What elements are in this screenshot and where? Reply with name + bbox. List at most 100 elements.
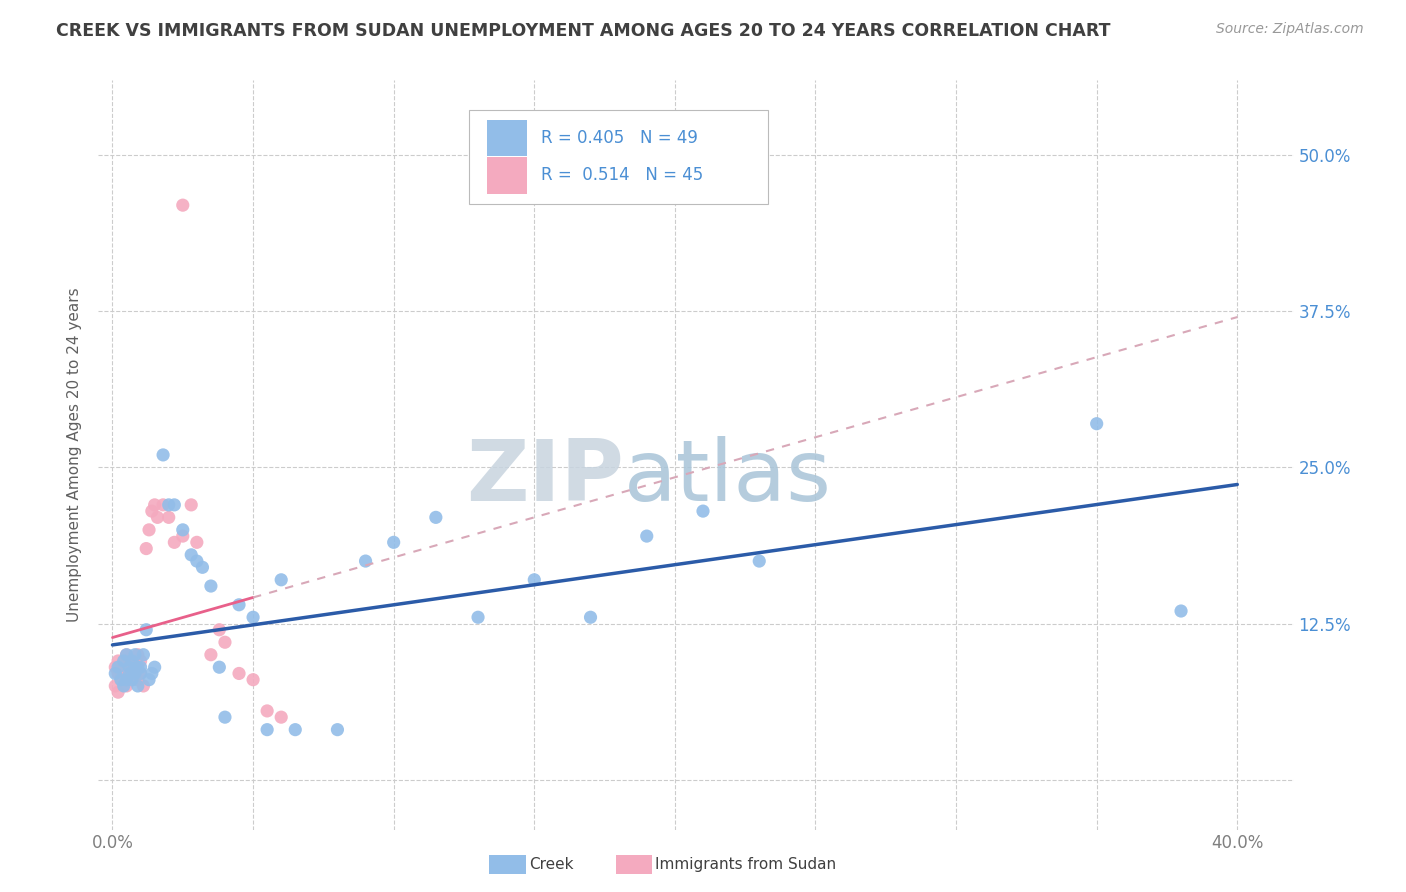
Text: R = 0.405   N = 49: R = 0.405 N = 49: [541, 129, 697, 147]
Text: atlas: atlas: [624, 436, 832, 519]
Point: [579, 610, 602, 624]
Text: Source: ZipAtlas.com: Source: ZipAtlas.com: [1216, 22, 1364, 37]
Point: [112, 654, 135, 668]
Point: [110, 660, 132, 674]
Point: [180, 548, 202, 562]
Point: [124, 654, 146, 668]
Point: [110, 673, 132, 687]
Point: [138, 523, 160, 537]
Point: [118, 660, 141, 674]
Point: [107, 654, 129, 668]
Text: ZIP: ZIP: [467, 436, 624, 519]
Point: [172, 529, 194, 543]
Point: [121, 660, 143, 674]
Point: [104, 660, 127, 674]
Point: [214, 635, 236, 649]
Point: [115, 673, 138, 687]
Point: [748, 554, 770, 568]
Point: [121, 673, 143, 687]
Point: [129, 666, 152, 681]
Point: [180, 498, 202, 512]
Point: [124, 666, 146, 681]
Point: [143, 498, 166, 512]
Point: [191, 560, 214, 574]
Point: [214, 710, 236, 724]
Point: [200, 648, 222, 662]
Point: [132, 679, 155, 693]
Point: [110, 673, 132, 687]
Point: [228, 598, 250, 612]
Point: [256, 704, 278, 718]
Point: [112, 679, 135, 693]
Point: [382, 535, 405, 549]
Point: [124, 648, 146, 662]
Point: [186, 554, 208, 568]
Point: [115, 648, 138, 662]
Point: [135, 623, 157, 637]
Point: [200, 579, 222, 593]
Point: [425, 510, 447, 524]
Point: [270, 710, 292, 724]
Point: [127, 679, 149, 693]
Point: [242, 610, 264, 624]
Text: Immigrants from Sudan: Immigrants from Sudan: [655, 857, 837, 871]
Point: [143, 660, 166, 674]
Point: [129, 654, 152, 668]
Point: [138, 673, 160, 687]
Point: [118, 654, 141, 668]
Point: [152, 448, 174, 462]
FancyBboxPatch shape: [486, 157, 527, 194]
Point: [1170, 604, 1192, 618]
Point: [118, 666, 141, 681]
Point: [104, 679, 127, 693]
Point: [118, 666, 141, 681]
Point: [172, 523, 194, 537]
Point: [270, 573, 292, 587]
Point: [135, 541, 157, 556]
Point: [1085, 417, 1108, 431]
FancyBboxPatch shape: [486, 120, 527, 156]
Point: [115, 679, 138, 693]
Point: [208, 660, 231, 674]
Point: [107, 685, 129, 699]
Point: [354, 554, 377, 568]
Point: [112, 654, 135, 668]
Point: [326, 723, 349, 737]
Point: [208, 623, 231, 637]
Point: [186, 535, 208, 549]
FancyBboxPatch shape: [470, 111, 768, 204]
Point: [242, 673, 264, 687]
Text: Creek: Creek: [529, 857, 574, 871]
Point: [121, 673, 143, 687]
Point: [284, 723, 307, 737]
Point: [157, 510, 180, 524]
Point: [157, 498, 180, 512]
Point: [107, 660, 129, 674]
Point: [172, 198, 194, 212]
Point: [163, 535, 186, 549]
Point: [107, 666, 129, 681]
Point: [467, 610, 489, 624]
Point: [228, 666, 250, 681]
Point: [127, 660, 149, 674]
Point: [692, 504, 714, 518]
Point: [256, 723, 278, 737]
Point: [115, 666, 138, 681]
Point: [127, 648, 149, 662]
Point: [141, 666, 163, 681]
Point: [152, 498, 174, 512]
Point: [115, 648, 138, 662]
Point: [110, 666, 132, 681]
Point: [146, 510, 169, 524]
Point: [104, 666, 127, 681]
Point: [141, 504, 163, 518]
Point: [124, 666, 146, 681]
Point: [112, 660, 135, 674]
Text: CREEK VS IMMIGRANTS FROM SUDAN UNEMPLOYMENT AMONG AGES 20 TO 24 YEARS CORRELATIO: CREEK VS IMMIGRANTS FROM SUDAN UNEMPLOYM…: [56, 22, 1111, 40]
Point: [118, 660, 141, 674]
Point: [129, 660, 152, 674]
Point: [129, 666, 152, 681]
Point: [523, 573, 546, 587]
Point: [127, 673, 149, 687]
Text: R =  0.514   N = 45: R = 0.514 N = 45: [541, 167, 703, 185]
